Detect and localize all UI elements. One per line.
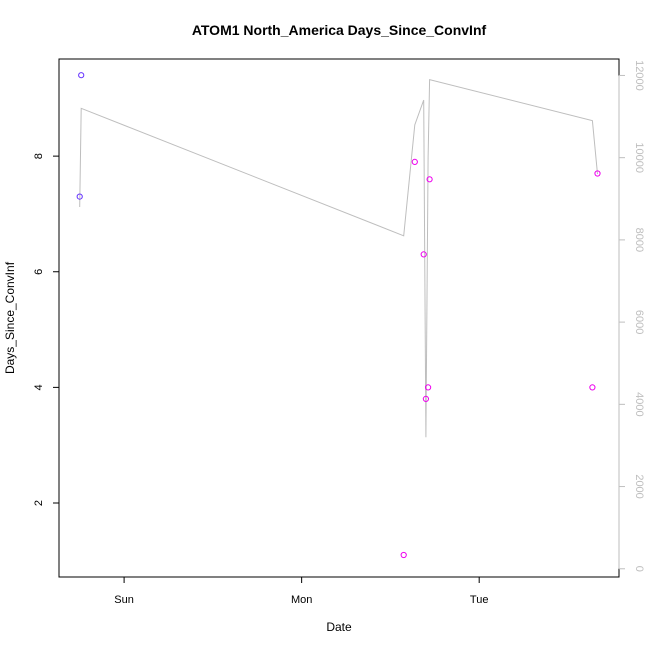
data-point-4: [420, 251, 427, 258]
y-axis: 2 4 6 8: [33, 153, 59, 506]
x-axis: Sun Mon Tue: [114, 577, 488, 606]
y-tick-label-0: 2: [33, 500, 45, 506]
x-tick-label-0: Sun: [114, 594, 134, 606]
data-point-9: [594, 170, 601, 177]
y-right-tick-label-1: 2000: [633, 474, 645, 498]
x-tick-label-1: Mon: [291, 594, 312, 606]
y-axis-label: Days_Since_ConvInf: [3, 261, 17, 374]
data-point-8: [589, 384, 596, 391]
data-point-0: [76, 193, 83, 200]
y-axis-right: 0 2000 4000 6000 8000 10000 12000: [618, 60, 645, 572]
y-tick-label-3: 8: [33, 153, 45, 159]
y-tick-label-2: 6: [33, 269, 45, 275]
secondary-series-line: [79, 78, 598, 438]
data-point-6: [425, 384, 432, 391]
chart-title: ATOM1 North_America Days_Since_ConvInf: [192, 22, 487, 38]
data-point-1: [78, 72, 85, 79]
points-layer: [76, 72, 601, 559]
y-right-tick-label-5: 10000: [633, 142, 645, 173]
secondary-line-layer: [79, 78, 598, 438]
y-tick-label-1: 4: [33, 384, 45, 390]
x-axis-label: Date: [326, 620, 352, 634]
y-right-tick-label-4: 8000: [633, 228, 645, 252]
y-right-tick-label-6: 12000: [633, 60, 645, 91]
data-point-3: [411, 158, 418, 165]
data-point-5: [422, 395, 429, 402]
data-point-2: [400, 551, 407, 559]
y-right-tick-label-2: 4000: [633, 392, 645, 416]
plot-frame: [58, 58, 620, 578]
y-right-tick-label-0: 0: [633, 566, 645, 572]
x-tick-label-2: Tue: [470, 594, 489, 606]
data-point-7: [426, 176, 433, 183]
y-right-tick-label-3: 6000: [633, 310, 645, 334]
